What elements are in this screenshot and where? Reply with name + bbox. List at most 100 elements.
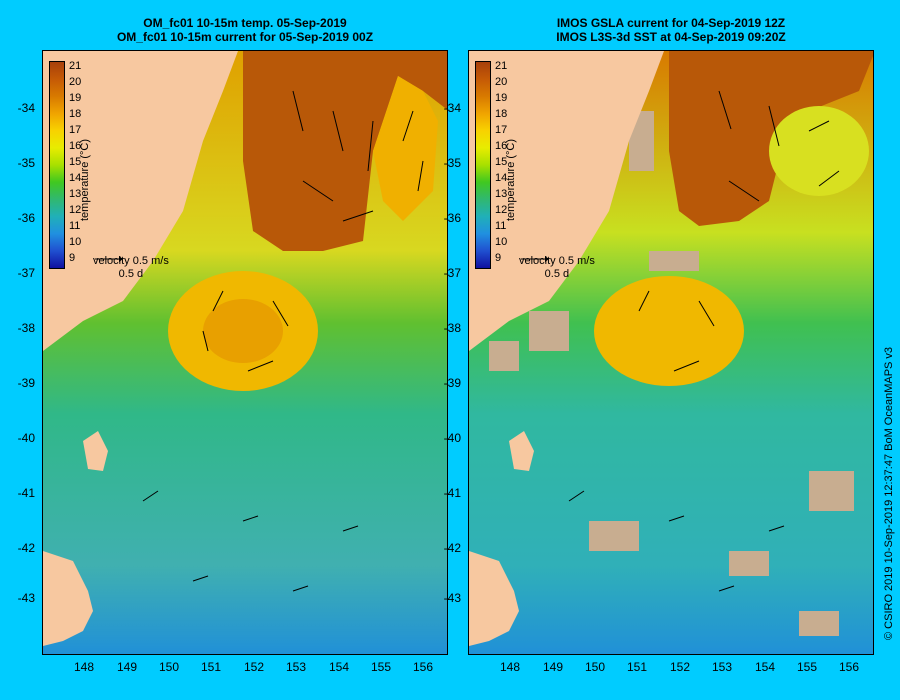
cb-tick: 16 — [495, 140, 508, 152]
cb-tick: 16 — [69, 140, 82, 152]
lat-label: -36 — [443, 211, 461, 225]
current-vector-field — [142, 90, 424, 592]
tasmania — [43, 551, 93, 646]
cb-tick: 14 — [495, 172, 508, 184]
lat-label: -38 — [443, 321, 461, 335]
sst-cool-ring — [769, 106, 869, 196]
velocity-legend: velocity 0.5 m/s 0.5 d — [519, 255, 595, 281]
flinders-island — [509, 431, 534, 471]
sst-warm-eddy — [594, 276, 744, 386]
lon-label: 155 — [796, 660, 818, 674]
cb-tick: 20 — [69, 76, 82, 88]
lon-label: 153 — [711, 660, 733, 674]
lat-label: -34 — [443, 101, 461, 115]
cb-tick: 20 — [495, 76, 508, 88]
cb-tick: 19 — [69, 92, 82, 104]
left-title-line2: OM_fc01 10-15m current for 05-Sep-2019 0… — [116, 30, 374, 44]
velocity-arrow-icon — [95, 256, 123, 262]
temperature-colorbar — [49, 61, 65, 269]
tasmania — [469, 551, 519, 646]
cb-tick: 17 — [495, 124, 508, 136]
cloud-mask — [489, 111, 854, 636]
lon-label: 152 — [243, 660, 265, 674]
satellite-sst-map[interactable]: 21 20 19 18 17 16 15 14 13 12 11 10 9 te… — [468, 50, 874, 655]
lat-label: -37 — [443, 266, 461, 280]
velocity-legend: velocity 0.5 m/s 0.5 d — [93, 255, 169, 281]
lat-label: -42 — [17, 541, 35, 555]
left-title-line1: OM_fc01 10-15m temp. 05-Sep-2019 — [143, 16, 347, 30]
mainland-australia — [43, 51, 238, 351]
lon-label: 150 — [158, 660, 180, 674]
lon-label: 149 — [542, 660, 564, 674]
cb-tick: 9 — [69, 252, 76, 264]
lat-label: -37 — [17, 266, 35, 280]
warm-water-region — [373, 76, 438, 221]
lon-label: 155 — [370, 660, 392, 674]
colorbar-title: temperature (°C) — [505, 138, 517, 221]
lat-label: -43 — [443, 591, 461, 605]
cb-tick: 9 — [495, 252, 502, 264]
lon-label: 154 — [754, 660, 776, 674]
lat-label: -38 — [17, 321, 35, 335]
satellite-map-svg — [469, 51, 873, 654]
copyright-credit: © CSIRO 2019 10-Sep-2019 12:37:47 BoM Oc… — [883, 346, 895, 640]
cb-tick: 21 — [69, 60, 82, 72]
lon-label: 150 — [584, 660, 606, 674]
right-panel-title: IMOS GSLA current for 04-Sep-2019 12Z IM… — [466, 16, 876, 44]
velocity-speed: 0.5 m/s — [558, 255, 595, 267]
lon-label: 149 — [116, 660, 138, 674]
colorbar-title: temperature (°C) — [79, 138, 91, 221]
lat-label: -39 — [443, 376, 461, 390]
warm-core-region — [243, 51, 447, 251]
lat-label: -43 — [17, 591, 35, 605]
cb-tick: 12 — [69, 204, 82, 216]
warm-eddy-core — [203, 299, 283, 363]
cb-tick: 10 — [69, 236, 82, 248]
model-temperature-map[interactable]: 21 20 19 18 17 16 15 14 13 12 11 10 9 te… — [42, 50, 448, 655]
lon-label: 148 — [73, 660, 95, 674]
lon-label: 154 — [328, 660, 350, 674]
lon-label: 156 — [412, 660, 434, 674]
lat-label: -41 — [443, 486, 461, 500]
cb-tick: 18 — [495, 108, 508, 120]
cb-tick: 19 — [495, 92, 508, 104]
lat-label: -40 — [17, 431, 35, 445]
lat-label: -42 — [443, 541, 461, 555]
lat-label: -35 — [17, 156, 35, 170]
lat-label: -40 — [443, 431, 461, 445]
lat-label: -34 — [17, 101, 35, 115]
velocity-duration: 0.5 d — [118, 268, 144, 280]
mainland-australia — [469, 51, 664, 351]
right-title-line2: IMOS L3S-3d SST at 04-Sep-2019 09:20Z — [556, 30, 786, 44]
flinders-island — [83, 431, 108, 471]
lat-label: -41 — [17, 486, 35, 500]
lat-label: -36 — [17, 211, 35, 225]
cb-tick: 11 — [69, 220, 81, 232]
cb-tick: 21 — [495, 60, 508, 72]
cb-tick: 15 — [69, 156, 82, 168]
lat-label: -35 — [443, 156, 461, 170]
lon-label: 151 — [626, 660, 648, 674]
geostrophic-vector-field — [568, 90, 840, 592]
cb-tick: 13 — [495, 188, 508, 200]
lon-label: 148 — [499, 660, 521, 674]
velocity-duration: 0.5 d — [544, 268, 570, 280]
temperature-colorbar — [475, 61, 491, 269]
cb-tick: 10 — [495, 236, 508, 248]
cb-tick: 11 — [495, 220, 507, 232]
velocity-arrow-icon — [521, 256, 549, 262]
cb-tick: 12 — [495, 204, 508, 216]
lat-label: -39 — [17, 376, 35, 390]
lon-label: 151 — [200, 660, 222, 674]
lon-label: 152 — [669, 660, 691, 674]
right-title-line1: IMOS GSLA current for 04-Sep-2019 12Z — [556, 16, 786, 30]
lon-label: 156 — [838, 660, 860, 674]
cb-tick: 17 — [69, 124, 82, 136]
cb-tick: 14 — [69, 172, 82, 184]
lon-label: 153 — [285, 660, 307, 674]
model-map-svg — [43, 51, 447, 654]
cb-tick: 13 — [69, 188, 82, 200]
cb-tick: 18 — [69, 108, 82, 120]
cb-tick: 15 — [495, 156, 508, 168]
left-panel-title: OM_fc01 10-15m temp. 05-Sep-2019 OM_fc01… — [40, 16, 450, 44]
